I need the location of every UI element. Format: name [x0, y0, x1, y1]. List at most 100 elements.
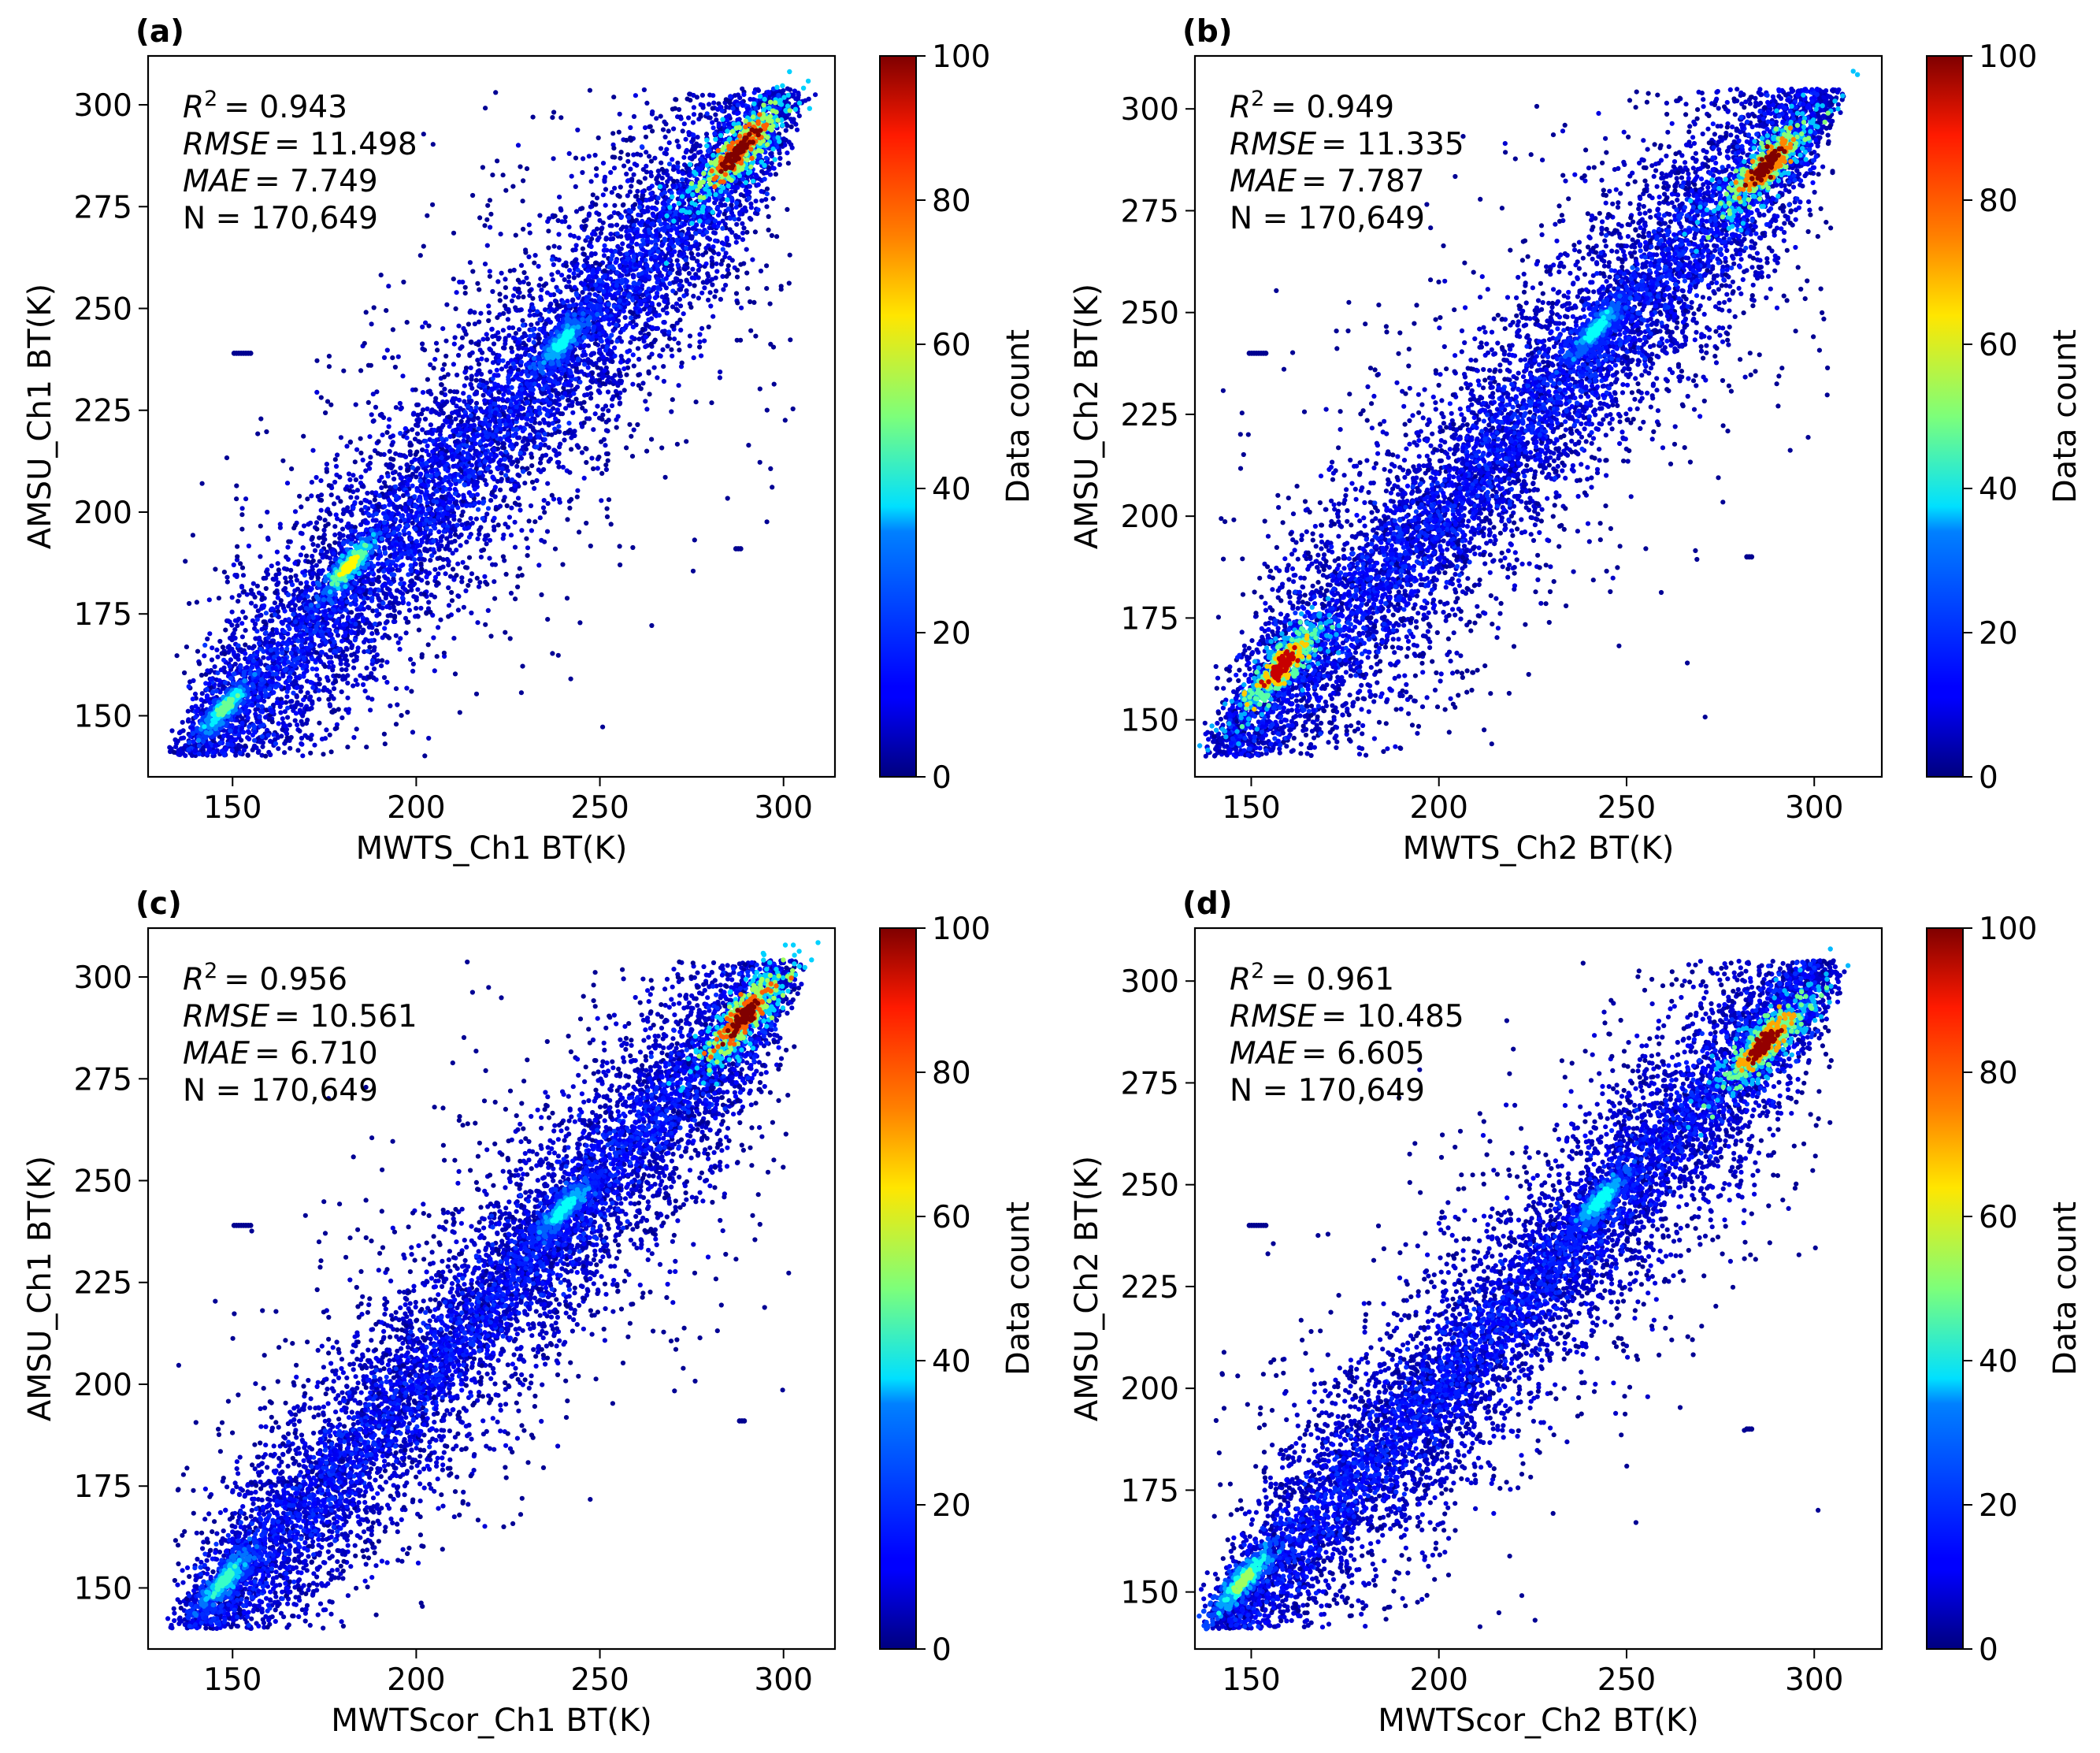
density-hotspot	[504, 1159, 605, 1283]
panel-2: (b)150 200 250 300150175200225250275300MWTS…	[1069, 14, 2083, 867]
density-hotspot	[1686, 946, 1851, 1138]
x-tick-label: 150	[203, 790, 262, 826]
outlier-cluster	[736, 1418, 748, 1424]
x-tick-label: 150	[203, 1662, 262, 1698]
density-hotspot	[308, 527, 384, 609]
y-tick-label: 300	[1121, 92, 1179, 128]
x-tick-label: 300	[1785, 1662, 1843, 1698]
colorbar-tick-label: 40	[1979, 1344, 2018, 1380]
y-tick-label: 250	[1121, 1168, 1179, 1204]
y-tick-label: 200	[74, 496, 132, 531]
x-tick-label: 250	[570, 790, 629, 826]
stat-mae: MAE = 6.710	[183, 1036, 378, 1071]
colorbar-tick-label: 80	[932, 184, 971, 219]
y-tick-label: 150	[1121, 704, 1179, 739]
panel-label: (c)	[135, 886, 182, 922]
density-hotspot	[1682, 69, 1861, 254]
outlier-cluster	[1744, 1426, 1755, 1432]
scatter-points	[167, 69, 818, 759]
panel-label: (d)	[1182, 886, 1233, 922]
y-tick-label: 250	[74, 1164, 132, 1200]
y-tick-label: 150	[1121, 1576, 1179, 1611]
density-hotspot	[657, 69, 813, 266]
axes-frame	[147, 927, 837, 1651]
outlier-cluster	[1246, 351, 1269, 356]
colorbar-tick-label: 0	[1979, 1632, 1998, 1668]
colorbar-tick-label: 80	[1979, 184, 2018, 219]
stat-mae: MAE = 6.605	[1230, 1036, 1425, 1071]
colorbar-tick-label: 40	[932, 1344, 971, 1380]
axes-frame	[1193, 54, 1883, 778]
colorbar-tick-label: 20	[1979, 1488, 2018, 1524]
x-tick-label: 300	[754, 1662, 812, 1698]
colorbar-label: Data count	[1000, 1201, 1037, 1376]
x-axis-label: MWTScor_Ch2 BT(K)	[1378, 1703, 1699, 1739]
scatter-points	[1197, 69, 1861, 760]
stat-r2: R2 = 0.961	[1230, 959, 1394, 997]
x-tick-label: 150	[1222, 1662, 1280, 1698]
density-hotspot	[1547, 1136, 1646, 1250]
x-tick-label: 200	[1410, 790, 1468, 826]
stat-rmse: RMSE = 11.335	[1230, 127, 1464, 162]
y-tick-label: 150	[74, 699, 132, 734]
stat-mae: MAE = 7.749	[183, 164, 378, 199]
outlier-cluster	[1246, 1223, 1269, 1228]
panels-layer: (a)150 200 250 300150175200225250275300MWTS…	[22, 14, 2083, 1739]
panel-label: (a)	[135, 14, 184, 50]
y-tick-label: 225	[74, 394, 132, 429]
x-tick-label: 250	[1597, 1662, 1656, 1698]
colorbar-tick-label: 60	[1979, 328, 2018, 363]
colorbar-label: Data count	[2047, 329, 2083, 503]
y-tick-label: 150	[74, 1571, 132, 1606]
x-axis-label: MWTS_Ch2 BT(K)	[1403, 830, 1675, 867]
x-tick-label: 150	[1222, 790, 1280, 826]
colorbar-gradient	[1926, 927, 1964, 1650]
colorbar-label: Data count	[1000, 329, 1037, 503]
stat-n: N = 170,649	[1230, 1073, 1425, 1109]
colorbar-tick-label: 20	[932, 616, 971, 652]
outlier-cluster	[1744, 554, 1755, 560]
y-tick-label: 250	[1121, 296, 1179, 332]
panel-1: (a)150 200 250 300150175200225250275300MWTS…	[22, 14, 1037, 867]
y-tick-label: 175	[1121, 1473, 1179, 1509]
stat-r2: R2 = 0.949	[1230, 87, 1394, 125]
colorbar-tick-label: 40	[932, 472, 971, 507]
y-tick-label: 275	[1121, 1066, 1179, 1101]
y-tick-label: 275	[74, 190, 132, 225]
stat-n: N = 170,649	[183, 201, 378, 236]
x-tick-label: 300	[1785, 790, 1843, 826]
colorbar-gradient	[1926, 55, 1964, 778]
colorbar-tick-label: 20	[932, 1488, 971, 1524]
density-hotspot	[506, 286, 603, 392]
outlier-cluster	[733, 546, 744, 552]
colorbar-tick-label: 60	[932, 1200, 971, 1235]
y-tick-label: 225	[74, 1266, 132, 1302]
colorbar: 0 20 40 60 80 100 Data count	[1926, 912, 2083, 1668]
x-tick-label: 200	[1410, 1662, 1468, 1698]
y-tick-label: 175	[74, 597, 132, 633]
outlier-cluster	[231, 351, 254, 356]
y-tick-label: 175	[74, 1469, 132, 1505]
colorbar-tick-label: 60	[932, 328, 971, 363]
stat-n: N = 170,649	[183, 1073, 378, 1109]
stat-rmse: RMSE = 10.485	[1230, 999, 1464, 1034]
colorbar-tick-label: 40	[1979, 472, 2018, 507]
scatter-points	[1197, 946, 1851, 1632]
colorbar-tick-label: 0	[932, 1632, 952, 1668]
y-tick-label: 275	[74, 1062, 132, 1097]
density-hotspot	[1548, 265, 1661, 381]
x-axis-label: MWTScor_Ch1 BT(K)	[331, 1703, 652, 1739]
axes-frame	[147, 54, 837, 778]
x-tick-label: 200	[387, 790, 445, 826]
y-tick-label: 275	[1121, 194, 1179, 229]
outlier-cluster	[231, 1223, 254, 1228]
density-hotspot	[666, 940, 821, 1094]
x-tick-label: 300	[754, 790, 812, 826]
colorbar-tick-label: 100	[1979, 912, 2037, 947]
y-tick-label: 200	[1121, 500, 1179, 535]
density-hotspot	[1197, 596, 1341, 753]
stat-n: N = 170,649	[1230, 201, 1425, 236]
colorbar-tick-label: 100	[932, 912, 990, 947]
